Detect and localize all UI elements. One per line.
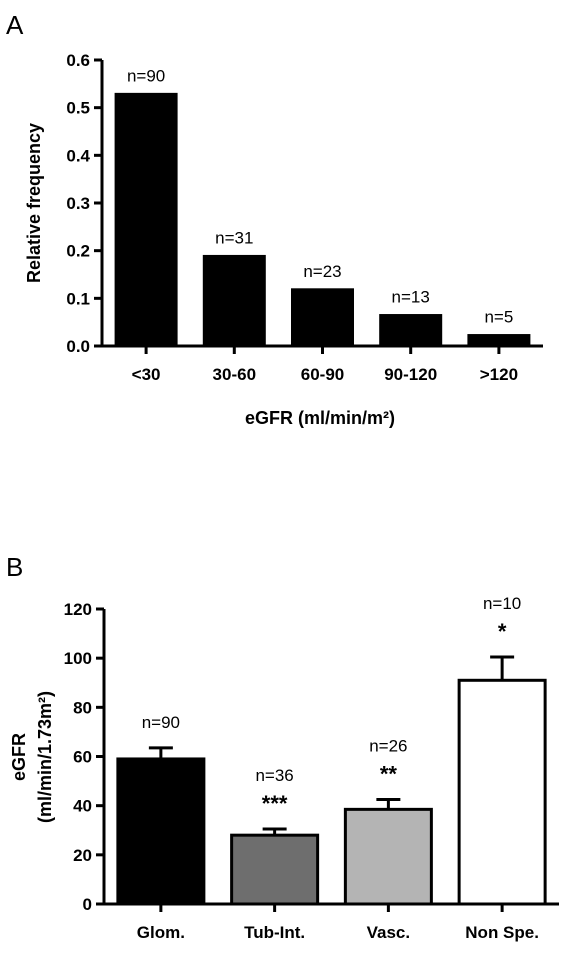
chart-b-bars	[116, 678, 547, 906]
chart-b-x-tick-label: Glom.	[137, 923, 185, 942]
chart-b-x-tick-label: Tub-Int.	[244, 923, 305, 942]
chart-b-y-ticks: 0 20 40 60 80 100 120	[64, 600, 104, 914]
chart-a-bar-n-label: n=90	[127, 66, 165, 85]
chart-a-y-axis-title: Relative frequency	[24, 123, 44, 283]
chart-a-bar	[379, 314, 443, 347]
chart-b-x-tick-label: Non Spe.	[465, 923, 539, 942]
chart-b-y-axis-title-line1: eGFR	[9, 733, 29, 781]
chart-a-x-ticks: <30 30-60 60-90 90-120 >120	[132, 346, 518, 384]
chart-a-y-ticks: 0.0 0.1 0.2 0.3 0.4 0.5 0.6	[66, 51, 102, 356]
chart-a-x-tick-label: 90-120	[384, 365, 437, 384]
chart-b-x-ticks: Glom. Tub-Int. Vasc. Non Spe.	[137, 904, 539, 942]
chart-b-y-tick-label: 80	[73, 698, 92, 717]
chart-b-bar-n-label: n=90	[142, 713, 180, 732]
chart-a-bar-n-label: n=23	[303, 262, 341, 281]
chart-a-bar-n-label: n=13	[392, 288, 430, 307]
chart-b-y-axis-title-line2: (ml/min/1.73m²)	[35, 691, 55, 823]
chart-a-bar-n-label: n=31	[215, 228, 253, 247]
chart-a-x-tick-label: 60-90	[301, 365, 344, 384]
chart-a-y-tick-label: 0.4	[66, 146, 90, 165]
chart-a-x-tick-label: <30	[132, 365, 161, 384]
chart-a-x-axis-title: eGFR (ml/min/m²)	[245, 408, 395, 428]
chart-b-error-bars	[148, 655, 515, 836]
chart-b-y-tick-label: 60	[73, 748, 92, 767]
chart-a-bar-labels: n=90 n=31 n=23 n=13 n=5	[127, 66, 513, 326]
chart-b-y-tick-label: 20	[73, 846, 92, 865]
chart-b-bar-labels: n=90 n=36 n=26 n=10	[142, 594, 522, 785]
chart-a-y-tick-label: 0.2	[66, 242, 90, 261]
chart-b-y-tick-label: 100	[64, 649, 92, 668]
chart-a-x-tick-label: >120	[480, 365, 518, 384]
chart-a-bar	[114, 92, 178, 347]
chart-a-bar	[467, 334, 531, 347]
chart-b-significance-labels: ******	[262, 619, 507, 816]
chart-a-bar	[291, 288, 354, 347]
chart-b-y-tick-label: 40	[73, 797, 92, 816]
panel-letter-a: A	[6, 10, 24, 40]
chart-b-bar	[343, 807, 433, 906]
chart-a-y-tick-label: 0.5	[66, 99, 90, 118]
chart-b-significance-label: ***	[262, 791, 288, 816]
chart-b-bar	[457, 678, 547, 906]
chart-b-bar-n-label: n=10	[483, 594, 521, 613]
chart-a-y-tick-label: 0.3	[66, 194, 90, 213]
chart-a-y-tick-label: 0.1	[66, 289, 90, 308]
chart-b-bar-n-label: n=26	[369, 737, 407, 756]
chart-b-significance-label: **	[380, 762, 398, 787]
chart-a-y-tick-label: 0.0	[66, 337, 90, 356]
chart-b-x-tick-label: Vasc.	[367, 923, 411, 942]
chart-a-bar-n-label: n=5	[484, 308, 513, 327]
chart-b-bar	[230, 833, 320, 906]
chart-b-significance-label: *	[498, 619, 507, 644]
chart-a-bars	[114, 92, 531, 347]
chart-b-bar-n-label: n=36	[255, 766, 293, 785]
chart-b-bar	[116, 757, 206, 906]
chart-panel-a: A 0.0 0.1 0.2 0.3 0.4 0.5 0.6 n=90 n=31 n=23 n=13…	[6, 10, 543, 428]
chart-a-bar	[202, 254, 266, 347]
chart-a-y-tick-label: 0.6	[66, 51, 90, 70]
chart-a-x-tick-label: 30-60	[213, 365, 256, 384]
panel-letter-b: B	[6, 552, 23, 582]
chart-b-y-tick-label: 120	[64, 600, 92, 619]
chart-b-y-tick-label: 0	[83, 895, 92, 914]
